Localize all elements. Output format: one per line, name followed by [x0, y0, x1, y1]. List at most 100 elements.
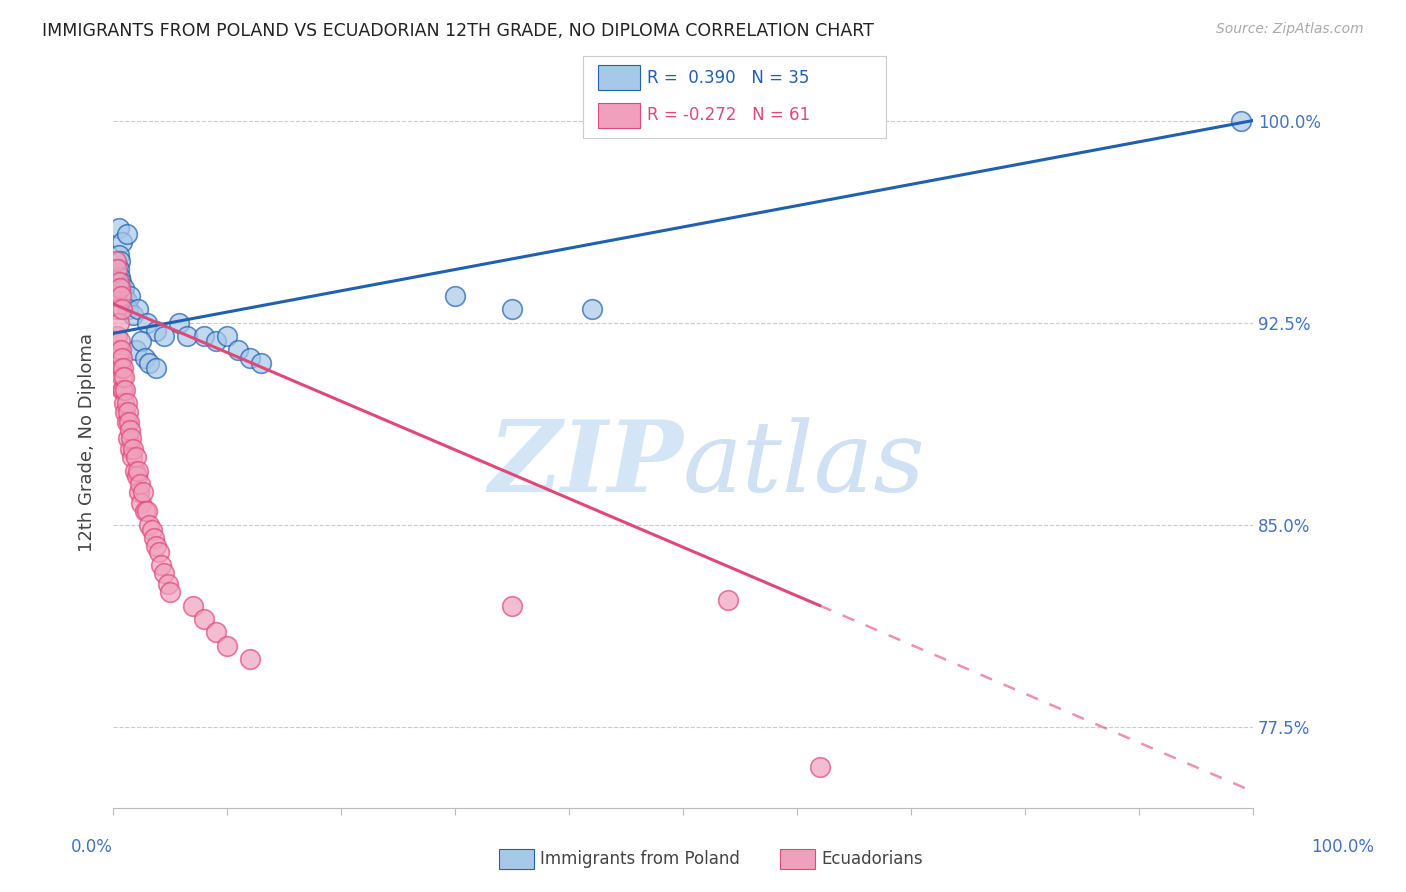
Point: [108, 269, 131, 284]
Point: [581, 302, 603, 317]
Point: [111, 235, 134, 249]
Point: [501, 599, 523, 613]
Point: [138, 517, 160, 532]
Point: [143, 531, 166, 545]
Point: [127, 302, 149, 317]
Point: [115, 396, 138, 410]
Point: [112, 383, 135, 397]
Point: [204, 334, 226, 349]
Point: [193, 612, 215, 626]
Point: [125, 450, 148, 465]
Point: [131, 496, 153, 510]
Point: [159, 585, 181, 599]
Point: [107, 261, 129, 276]
Point: [107, 221, 129, 235]
Text: 100.0%: 100.0%: [1312, 838, 1374, 856]
Point: [153, 566, 176, 581]
Text: R = -0.272   N = 61: R = -0.272 N = 61: [647, 106, 810, 124]
Text: 0.0%: 0.0%: [70, 838, 112, 856]
Text: R =  0.390   N = 35: R = 0.390 N = 35: [647, 69, 808, 87]
Point: [176, 329, 198, 343]
Point: [112, 396, 135, 410]
Point: [115, 294, 138, 309]
Point: [107, 302, 129, 317]
Point: [111, 369, 134, 384]
Point: [129, 477, 152, 491]
Point: [114, 404, 136, 418]
Point: [120, 432, 142, 446]
Point: [118, 415, 141, 429]
Point: [110, 361, 132, 376]
Point: [239, 351, 262, 365]
Point: [215, 639, 238, 653]
Point: [444, 288, 467, 302]
Point: [115, 227, 138, 241]
Text: Ecuadorians: Ecuadorians: [821, 850, 922, 868]
Point: [107, 343, 129, 357]
Point: [114, 383, 136, 397]
Point: [153, 329, 176, 343]
Point: [122, 442, 145, 457]
Point: [117, 432, 139, 446]
Point: [717, 593, 740, 607]
Point: [127, 464, 149, 478]
Point: [107, 329, 129, 343]
Point: [1230, 113, 1253, 128]
Point: [105, 288, 128, 302]
Point: [105, 253, 128, 268]
Point: [148, 544, 170, 558]
Point: [112, 369, 135, 384]
Point: [118, 424, 141, 438]
Text: Source: ZipAtlas.com: Source: ZipAtlas.com: [1216, 22, 1364, 37]
Point: [115, 415, 138, 429]
Point: [111, 351, 134, 365]
Text: ZIP: ZIP: [488, 417, 683, 513]
Point: [107, 248, 129, 262]
Point: [204, 625, 226, 640]
Point: [112, 288, 135, 302]
Point: [136, 316, 159, 330]
Point: [112, 361, 135, 376]
Point: [107, 275, 129, 289]
Point: [131, 334, 153, 349]
Point: [239, 652, 262, 666]
Point: [118, 288, 141, 302]
Y-axis label: 12th Grade, No Diploma: 12th Grade, No Diploma: [79, 333, 96, 552]
Point: [141, 523, 163, 537]
Point: [125, 469, 148, 483]
Point: [118, 442, 141, 457]
Point: [124, 464, 146, 478]
Point: [134, 504, 156, 518]
Point: [107, 261, 129, 276]
Point: [110, 275, 132, 289]
Point: [156, 577, 179, 591]
Point: [193, 329, 215, 343]
Point: [117, 404, 139, 418]
Point: [117, 302, 139, 317]
Point: [228, 343, 250, 357]
Point: [112, 280, 135, 294]
Point: [136, 504, 159, 518]
Point: [145, 539, 167, 553]
Point: [134, 351, 156, 365]
Point: [138, 356, 160, 370]
Point: [145, 324, 167, 338]
Point: [501, 302, 523, 317]
Point: [125, 343, 148, 357]
Point: [250, 356, 273, 370]
Point: [110, 288, 132, 302]
Point: [149, 558, 172, 573]
Point: [110, 343, 132, 357]
Point: [111, 302, 134, 317]
Text: IMMIGRANTS FROM POLAND VS ECUADORIAN 12TH GRADE, NO DIPLOMA CORRELATION CHART: IMMIGRANTS FROM POLAND VS ECUADORIAN 12T…: [42, 22, 875, 40]
Point: [181, 599, 204, 613]
Point: [167, 316, 190, 330]
Point: [128, 485, 150, 500]
Point: [108, 356, 131, 370]
Text: atlas: atlas: [683, 417, 925, 512]
Text: Immigrants from Poland: Immigrants from Poland: [540, 850, 740, 868]
Point: [131, 485, 153, 500]
Point: [121, 450, 143, 465]
Point: [111, 383, 134, 397]
Point: [808, 760, 831, 774]
